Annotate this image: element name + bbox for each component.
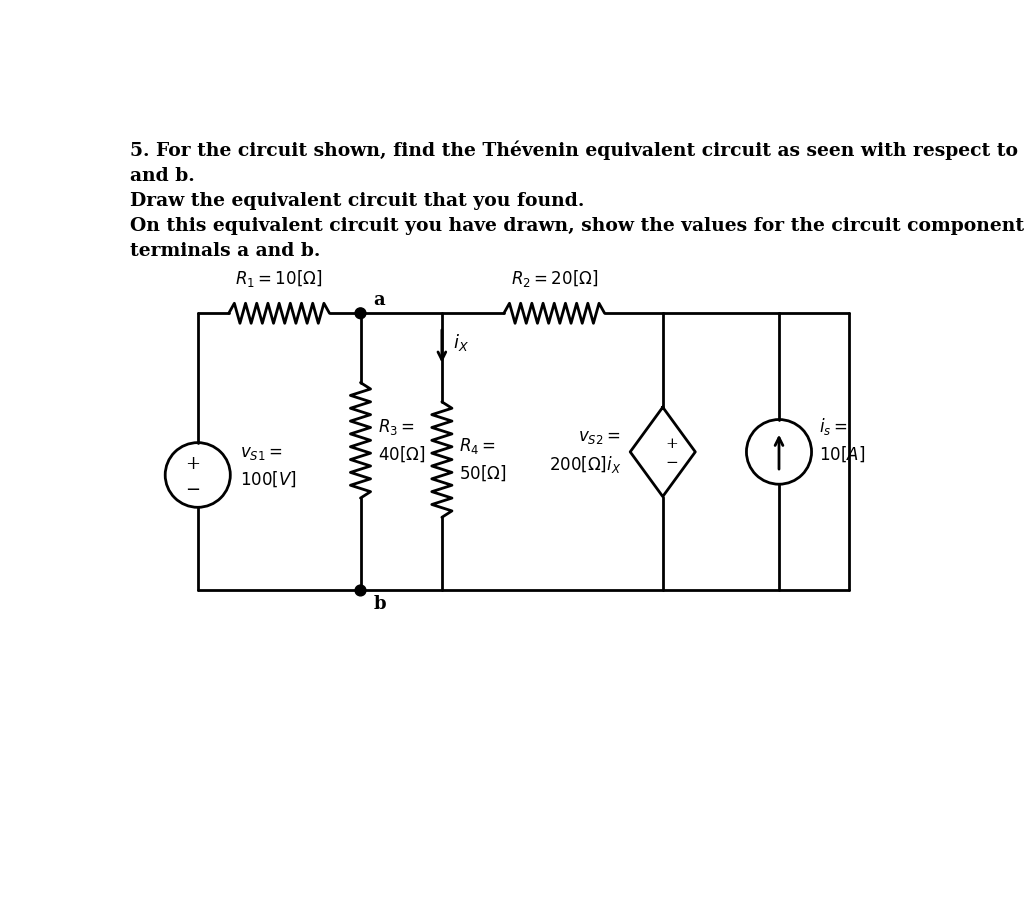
Text: a: a — [374, 291, 385, 308]
Text: +: + — [666, 438, 679, 451]
Text: $-$: $-$ — [184, 479, 200, 497]
Text: $R_3=$
$40[\Omega]$: $R_3=$ $40[\Omega]$ — [378, 417, 425, 464]
Text: 5. For the circuit shown, find the Thévenin equivalent circuit as seen with resp: 5. For the circuit shown, find the Théve… — [130, 140, 1024, 160]
Text: $R_4=$
$50[\Omega]$: $R_4=$ $50[\Omega]$ — [459, 436, 506, 483]
Text: $R_2 = 20[\Omega]$: $R_2 = 20[\Omega]$ — [511, 268, 598, 289]
Text: and b.: and b. — [130, 167, 196, 185]
Text: b: b — [374, 595, 386, 613]
Text: Draw the equivalent circuit that you found.: Draw the equivalent circuit that you fou… — [130, 192, 585, 210]
Text: On this equivalent circuit you have drawn, show the values for the circuit compo: On this equivalent circuit you have draw… — [130, 217, 1024, 235]
Text: +: + — [184, 455, 200, 473]
Text: $-$: $-$ — [666, 454, 679, 468]
Text: $v_{S2}=$
$200[\Omega]i_X$: $v_{S2}=$ $200[\Omega]i_X$ — [549, 429, 621, 474]
Text: $R_1= 10[\Omega]$: $R_1= 10[\Omega]$ — [236, 268, 323, 289]
Text: $v_{S1}=$
$100[V]$: $v_{S1}=$ $100[V]$ — [240, 445, 296, 489]
Text: $i_X$: $i_X$ — [453, 332, 469, 353]
Circle shape — [355, 585, 366, 596]
Circle shape — [355, 308, 366, 318]
Text: terminals a and b.: terminals a and b. — [130, 243, 321, 260]
Text: $i_s=$
$10[A]$: $i_s=$ $10[A]$ — [819, 416, 865, 464]
